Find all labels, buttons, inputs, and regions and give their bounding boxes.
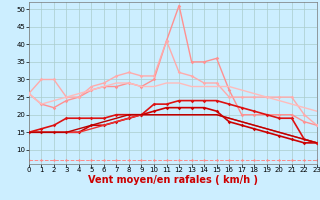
X-axis label: Vent moyen/en rafales ( km/h ): Vent moyen/en rafales ( km/h ) <box>88 175 258 185</box>
